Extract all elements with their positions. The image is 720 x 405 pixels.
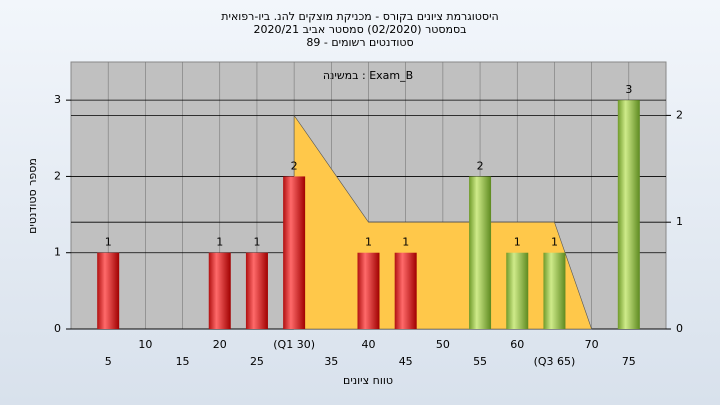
data-label: 1: [551, 236, 558, 249]
y-tick-label: 3: [54, 93, 61, 106]
y2-tick-label: 2: [676, 108, 683, 121]
x-axis-label: טווח ציונים: [343, 374, 393, 387]
x-tick-label: (Q3 65): [534, 355, 576, 368]
x-tick-label: 20: [213, 338, 227, 351]
x-tick-label: 45: [399, 355, 413, 368]
x-tick-label: 70: [585, 338, 599, 351]
bar: [394, 252, 417, 329]
x-tick-label: 55: [473, 355, 487, 368]
bar: [469, 176, 492, 329]
y-tick-label: 2: [54, 169, 61, 182]
x-tick-label: 75: [622, 355, 636, 368]
y2-tick-label: 1: [676, 215, 683, 228]
x-tick-label: 10: [138, 338, 152, 351]
x-tick-label: 15: [176, 355, 190, 368]
chart-subtitle: סטודנטים רשומים - 89: [306, 36, 413, 49]
data-label: 3: [625, 83, 632, 96]
x-tick-label: (Q1 30): [273, 338, 315, 351]
data-label: 1: [216, 236, 223, 249]
bar: [543, 252, 566, 329]
x-tick-label: 60: [510, 338, 524, 351]
x-tick-label: 35: [324, 355, 338, 368]
bar: [208, 252, 231, 329]
data-label: 1: [402, 236, 409, 249]
bar: [283, 176, 306, 329]
chart-subtitle: בסמסטר (02/2020) סמסטר אביב 2020/21: [253, 23, 466, 36]
y2-tick-label: 0: [676, 322, 683, 335]
x-tick-label: 5: [105, 355, 112, 368]
data-label: 1: [105, 236, 112, 249]
bar: [506, 252, 529, 329]
x-tick-label: 40: [362, 338, 376, 351]
bar: [357, 252, 380, 329]
y-axis-label: מספר סטודנטים: [26, 158, 39, 234]
data-label: 2: [477, 159, 484, 172]
x-tick-label: 25: [250, 355, 264, 368]
chart-title: היסטוגרמת ציונים בקורס - מכניקת מוצקים ל…: [221, 10, 498, 23]
data-label: 1: [253, 236, 260, 249]
data-label: 2: [291, 159, 298, 172]
y-tick-label: 0: [54, 322, 61, 335]
bar: [245, 252, 268, 329]
annotation: במשינה : Exam_B: [323, 69, 413, 82]
bar: [617, 100, 640, 330]
data-label: 1: [365, 236, 372, 249]
x-tick-label: 50: [436, 338, 450, 351]
data-label: 1: [514, 236, 521, 249]
y-tick-label: 1: [54, 246, 61, 259]
bar: [97, 252, 120, 329]
